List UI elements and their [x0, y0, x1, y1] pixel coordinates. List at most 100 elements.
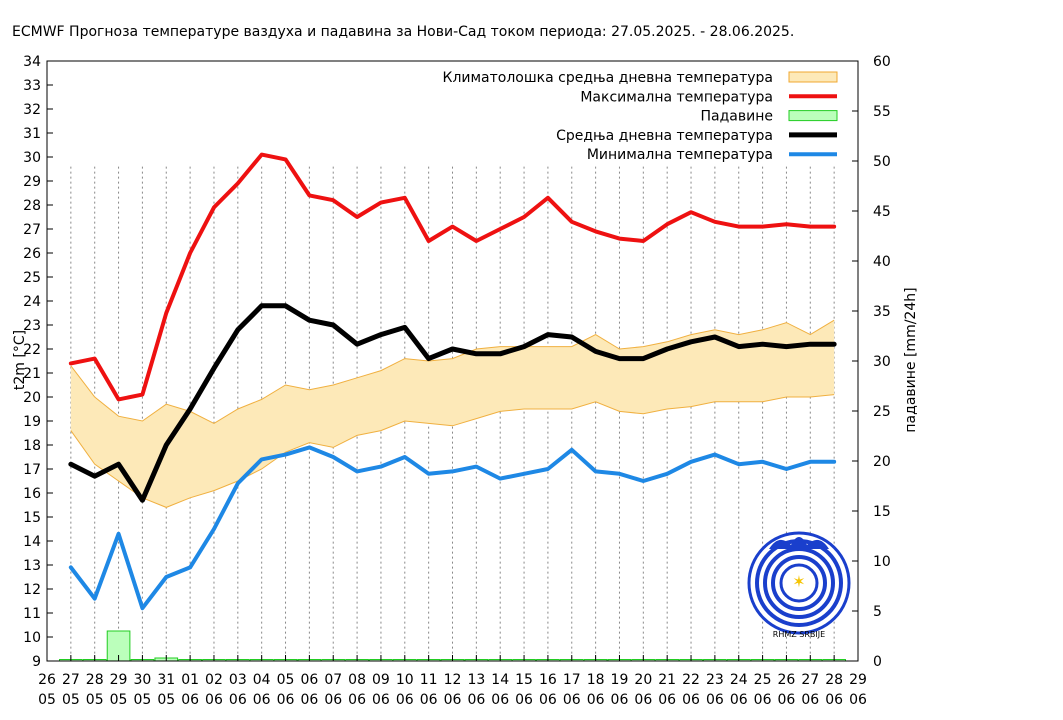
- legend-label: Климатолошка средња дневна температура: [443, 70, 774, 86]
- y-tick-label: 26: [23, 246, 41, 262]
- x-tick-label-day: 26: [778, 672, 796, 688]
- x-tick-label-day: 20: [634, 672, 652, 688]
- x-tick-label-month: 06: [467, 692, 485, 708]
- x-tick-label-day: 16: [539, 672, 557, 688]
- y-tick-label: 34: [23, 54, 41, 70]
- y-tick-label: 11: [23, 606, 41, 622]
- legend-label: Минимална температура: [587, 147, 773, 163]
- x-tick-label-day: 06: [300, 672, 318, 688]
- y-tick-label: 13: [23, 558, 41, 574]
- axes: 9 10 11 12 13 14 15 16 17 18 19 20 21 22 23 24 25 26 27 28 2…: [23, 54, 891, 708]
- x-tick-label-day: 01: [181, 672, 199, 688]
- logo-caption: RHMZ SRBIJE: [773, 630, 825, 639]
- x-tick-label-month: 06: [420, 692, 438, 708]
- y-tick-label: 27: [23, 222, 41, 238]
- y-tick-label: 23: [23, 318, 41, 334]
- y2-tick-label: 5: [873, 604, 882, 620]
- x-tick-label-day: 12: [444, 672, 462, 688]
- y2-tick-label: 10: [873, 554, 891, 570]
- x-tick-label-day: 02: [205, 672, 223, 688]
- x-tick-label-day: 09: [372, 672, 390, 688]
- y-tick-label: 31: [23, 126, 41, 142]
- x-tick-label-month: 06: [348, 692, 366, 708]
- y-tick-label: 24: [23, 294, 41, 310]
- x-tick-label-month: 05: [110, 692, 128, 708]
- x-tick-label-day: 03: [229, 672, 247, 688]
- y2-tick-label: 40: [873, 254, 891, 270]
- x-tick-label-day: 10: [396, 672, 414, 688]
- x-tick-label-day: 19: [611, 672, 629, 688]
- y2-tick-label: 15: [873, 504, 891, 520]
- x-tick-label-day: 30: [133, 672, 151, 688]
- y2-tick-label: 35: [873, 304, 891, 320]
- climatology-band-lower: [70, 394, 835, 508]
- x-tick-label-day: 28: [86, 672, 104, 688]
- series-line: [68, 303, 837, 503]
- x-tick-label-month: 06: [587, 692, 605, 708]
- x-tick-label-month: 06: [539, 692, 557, 708]
- x-tick-label-month: 06: [253, 692, 271, 708]
- x-tick-label-day: 14: [491, 672, 509, 688]
- x-tick-label-month: 06: [491, 692, 509, 708]
- y2-axis-label: падавине [mm/24h]: [903, 287, 919, 432]
- y-tick-label: 28: [23, 198, 41, 214]
- y-tick-label: 22: [23, 342, 41, 358]
- x-tick-label-day: 15: [515, 672, 533, 688]
- y2-tick-label: 45: [873, 204, 891, 220]
- x-tick-label-day: 24: [730, 672, 748, 688]
- y2-tick-label: 60: [873, 54, 891, 70]
- x-tick-label-month: 06: [706, 692, 724, 708]
- x-tick-label-month: 06: [277, 692, 295, 708]
- x-tick-label-month: 06: [730, 692, 748, 708]
- x-tick-label-month: 06: [634, 692, 652, 708]
- x-tick-label-day: 29: [849, 672, 867, 688]
- x-tick-label-month: 06: [563, 692, 581, 708]
- x-tick-label-month: 05: [38, 692, 56, 708]
- x-tick-label-month: 06: [396, 692, 414, 708]
- x-tick-label-month: 06: [754, 692, 772, 708]
- x-tick-label-day: 07: [324, 672, 342, 688]
- y2-tick-label: 30: [873, 354, 891, 370]
- y-tick-label: 15: [23, 510, 41, 526]
- x-tick-label-day: 05: [277, 672, 295, 688]
- y-tick-label: 17: [23, 462, 41, 478]
- y2-tick-label: 50: [873, 154, 891, 170]
- x-tick-label-day: 23: [706, 672, 724, 688]
- x-tick-label-month: 06: [801, 692, 819, 708]
- x-tick-label-day: 31: [157, 672, 175, 688]
- x-tick-label-month: 06: [324, 692, 342, 708]
- y2-tick-label: 55: [873, 104, 891, 120]
- climatology-band-upper: [70, 319, 835, 424]
- x-tick-label-day: 17: [563, 672, 581, 688]
- y-tick-label: 29: [23, 174, 41, 190]
- y-tick-label: 30: [23, 150, 41, 166]
- x-tick-label-month: 06: [372, 692, 390, 708]
- x-tick-label-day: 28: [825, 672, 843, 688]
- x-tick-label-day: 04: [253, 672, 271, 688]
- x-tick-label-month: 05: [86, 692, 104, 708]
- y-tick-label: 19: [23, 414, 41, 430]
- x-tick-label-month: 06: [658, 692, 676, 708]
- x-tick-label-day: 18: [587, 672, 605, 688]
- y-tick-label: 32: [23, 102, 41, 118]
- y-tick-label: 25: [23, 270, 41, 286]
- rhmz-logo: ✶ RHMZ SRBIJE: [747, 531, 851, 639]
- y-tick-label: 33: [23, 78, 41, 94]
- x-tick-label-day: 21: [658, 672, 676, 688]
- x-tick-label-day: 08: [348, 672, 366, 688]
- x-tick-label-day: 27: [801, 672, 819, 688]
- series-lines: [68, 152, 837, 611]
- series-line: [68, 152, 837, 402]
- y-tick-label: 9: [32, 654, 41, 670]
- y-tick-label: 21: [23, 366, 41, 382]
- x-tick-label-month: 06: [825, 692, 843, 708]
- legend-swatch-box: [788, 110, 838, 122]
- y2-tick-label: 25: [873, 404, 891, 420]
- y-tick-label: 20: [23, 390, 41, 406]
- legend: Климатолошка средња дневна температура Ма…: [443, 70, 838, 163]
- x-tick-label-month: 05: [157, 692, 175, 708]
- legend-swatch-box: [788, 71, 838, 83]
- x-tick-label-day: 11: [420, 672, 438, 688]
